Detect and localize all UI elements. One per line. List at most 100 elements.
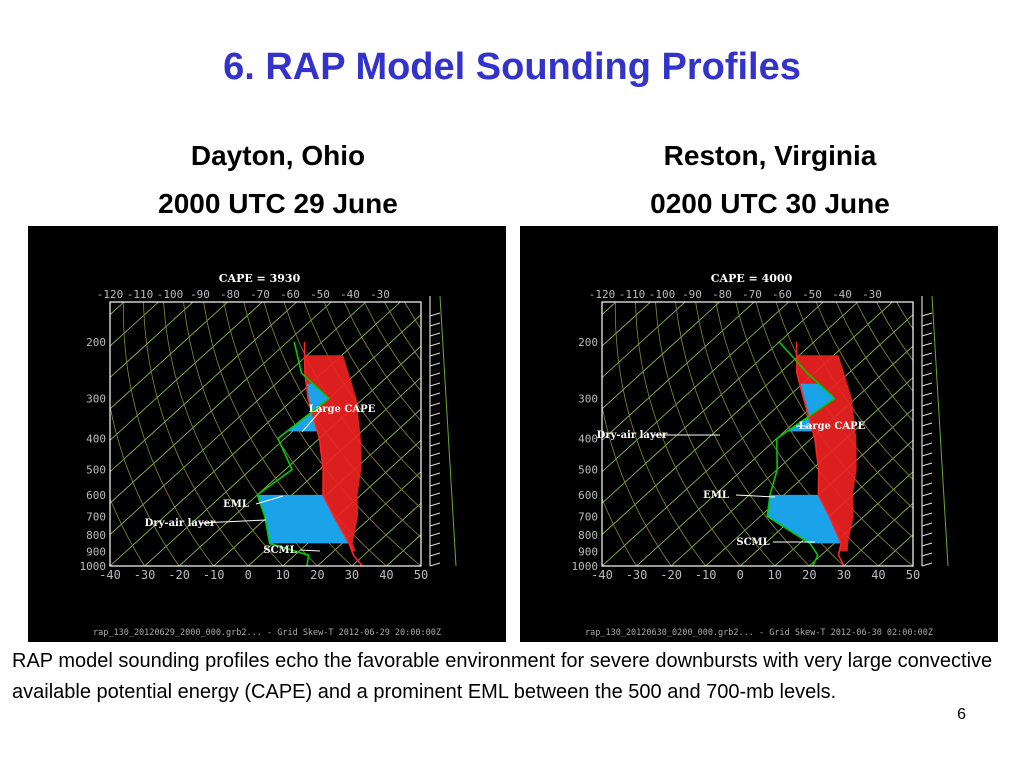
isotherm-line	[912, 565, 913, 566]
wind-barb	[429, 452, 441, 457]
wind-barb	[921, 322, 933, 327]
top-tick-label: -40	[832, 288, 852, 301]
isotherm-line	[110, 302, 367, 536]
dry-adiabat-line	[263, 302, 421, 538]
bottom-tick-label: 0	[737, 568, 744, 582]
pressure-tick-label: 800	[86, 529, 106, 542]
temperature-profile-line	[795, 341, 845, 566]
top-tick-label: -120	[589, 288, 616, 301]
pressure-tick-label: 200	[578, 336, 598, 349]
bottom-tick-label: -10	[203, 568, 225, 582]
annotation-label: Large CAPE	[309, 404, 376, 415]
annotation-label: EML	[223, 499, 249, 510]
dry-adiabat-line	[505, 302, 506, 566]
isotherm-line	[420, 565, 421, 566]
left-location: Dayton, Ohio	[190, 140, 366, 171]
wind-barb	[429, 412, 441, 417]
slide-caption: RAP model sounding profiles echo the fav…	[12, 650, 993, 703]
top-tick-label: -30	[862, 288, 882, 301]
dry-adiabat-line	[876, 302, 913, 362]
bottom-tick-label: -40	[591, 568, 613, 582]
annotation-leader	[735, 494, 776, 498]
bottom-tick-label: -30	[134, 568, 156, 582]
wind-barb	[921, 542, 933, 547]
right-time: 0200 UTC 30 June	[650, 188, 890, 219]
wind-barb	[429, 532, 441, 537]
bottom-tick-label: 50	[906, 568, 920, 582]
top-tick-label: -50	[310, 288, 330, 301]
top-tick-label: -90	[682, 288, 702, 301]
chart-footer: rap_130_20120630_0200_000.grb2... - Grid…	[585, 628, 933, 638]
isotherm-line	[602, 302, 720, 410]
wind-barb	[921, 452, 933, 457]
bottom-tick-label: -30	[626, 568, 648, 582]
isotherm-line	[602, 302, 824, 504]
wind-barb	[921, 362, 933, 367]
wind-barb	[429, 322, 441, 327]
dry-adiabat-line	[384, 302, 421, 362]
pressure-tick-label: 900	[578, 545, 598, 558]
skewt-chart-reston: CAPE = 4000 -120 -110 -100 -90 -80 -70 -60 -50 -4…	[520, 226, 998, 642]
dry-adiabat-line	[957, 302, 998, 566]
skewt-svg-reston: CAPE = 4000-120 -110 -100 -90 -80 -70 -60 -50 -4…	[572, 272, 998, 638]
wind-barb	[429, 342, 441, 347]
dry-adiabat-line	[614, 302, 707, 566]
left-time: 2000 UTC 29 June	[158, 188, 398, 219]
isotherm-line	[878, 534, 913, 566]
dry-adiabat-line	[602, 497, 637, 566]
bottom-tick-label: 10	[768, 568, 782, 582]
isotherm-line	[386, 534, 421, 566]
dry-adiabat-line	[695, 302, 845, 566]
wind-barb	[429, 352, 441, 357]
dry-adiabat-line	[635, 302, 741, 566]
annotation-leader	[199, 519, 267, 524]
dry-adiabat-line	[110, 497, 145, 566]
chart-footer: rap_130_20120629_2000_000.grb2... - Grid…	[93, 628, 441, 638]
annotation-leader	[299, 549, 321, 552]
wind-barb	[921, 522, 933, 527]
skewt-svg-dayton: CAPE = 3930-120 -110 -100 -90 -80 -70 -60 -50 -4…	[80, 272, 506, 638]
wind-barb	[429, 372, 441, 377]
wind-barb	[921, 382, 933, 387]
top-tick-label: -60	[772, 288, 792, 301]
wind-barb	[921, 492, 933, 497]
isotherm-line	[602, 302, 686, 379]
dry-adiabat-line	[183, 302, 318, 566]
dry-adiabat-line	[715, 302, 879, 566]
wind-barb	[921, 402, 933, 407]
isotherm-line	[144, 314, 421, 566]
pressure-tick-label: 400	[86, 432, 106, 445]
annotation-label: Large CAPE	[799, 421, 866, 432]
isotherm-line	[110, 302, 228, 410]
dry-adiabat-line	[977, 302, 998, 566]
wind-barb	[429, 492, 441, 497]
bottom-tick-label: 0	[245, 568, 252, 582]
annotation-label: SCML	[263, 545, 296, 556]
top-tick-label: -70	[742, 288, 762, 301]
dry-adiabat-line	[203, 302, 353, 566]
annotation-label: SCML	[736, 537, 769, 548]
dry-adiabat-line	[655, 302, 776, 566]
left-panel-heading: Dayton, Ohio 2000 UTC 29 June	[28, 132, 528, 228]
dry-adiabat-line	[404, 302, 421, 330]
wind-barb	[429, 522, 441, 527]
top-tick-label: -40	[340, 288, 360, 301]
plot-area	[602, 302, 998, 566]
top-tick-label: -50	[802, 288, 822, 301]
top-tick-label: -30	[370, 288, 390, 301]
dry-adiabat-line	[755, 302, 913, 538]
upper-dry-layer	[287, 383, 329, 432]
wind-barb	[921, 482, 933, 487]
wind-barb	[921, 502, 933, 507]
bottom-tick-label: -20	[660, 568, 682, 582]
isotherm-line	[110, 302, 332, 504]
isotherm-line	[636, 314, 913, 566]
dewpoint-profile-line	[256, 341, 331, 566]
wind-barb	[429, 382, 441, 387]
annotation-label: EML	[703, 490, 729, 501]
dry-adiabat-line	[675, 302, 810, 566]
annotation-label: Dry-air layer	[145, 518, 216, 529]
isotherm-line	[602, 302, 859, 536]
bottom-tick-label: 30	[837, 568, 851, 582]
cape-value-label: CAPE = 4000	[711, 272, 793, 285]
